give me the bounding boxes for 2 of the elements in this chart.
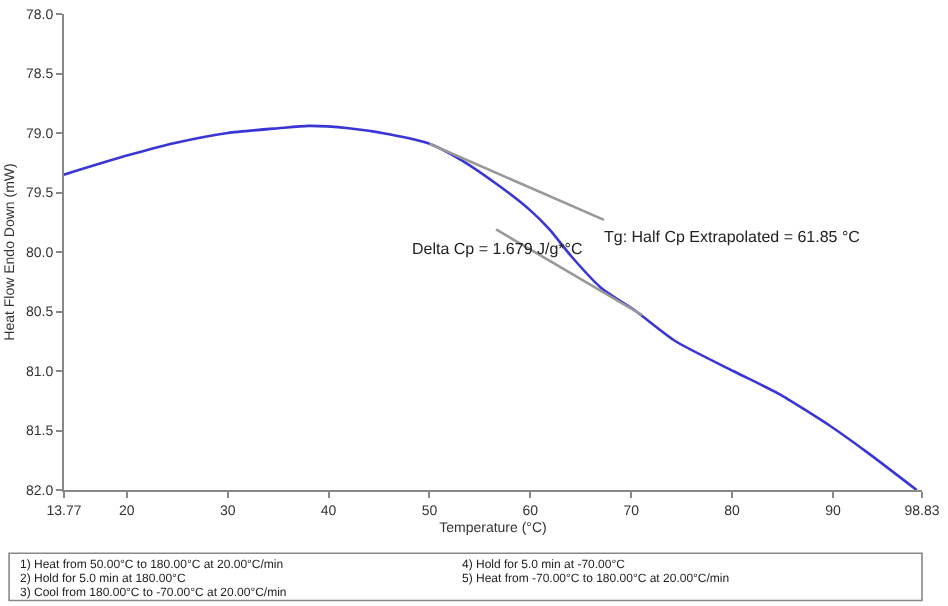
line-series (64, 124, 918, 490)
annotation: Tg: Half Cp Extrapolated = 61.85 °C (604, 228, 861, 246)
